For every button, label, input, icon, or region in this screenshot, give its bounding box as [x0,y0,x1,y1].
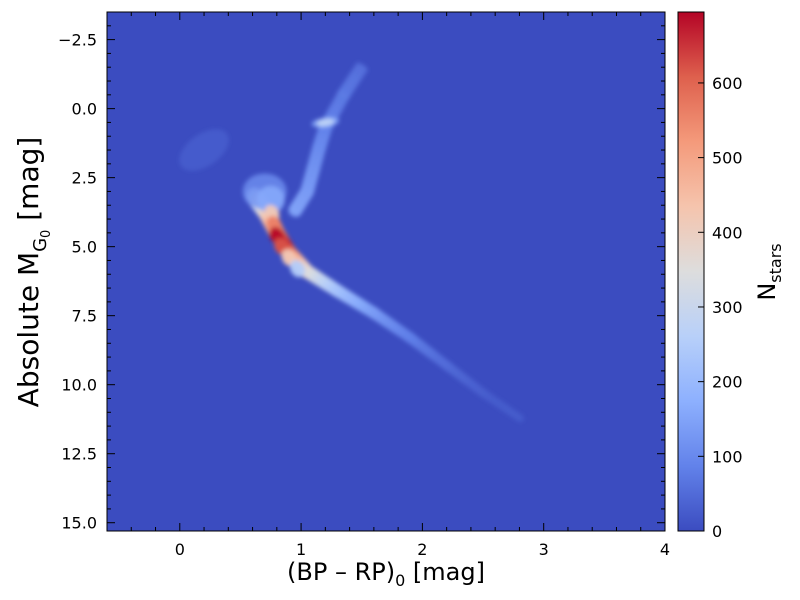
colorbar-title-main: N [753,283,781,301]
x-tick-label: 0 [175,540,185,559]
colorbar: 0 100 200 300 400 500 600 Nstars [677,11,785,541]
x-axis-title-main: (BP – RP) [287,558,395,586]
plot-background [107,12,665,531]
y-axis-title-subsub: 0 [39,230,54,238]
colorbar-title: Nstars [753,243,785,300]
main-sequence-core [289,260,305,278]
y-axis-title: Absolute MG0 [mag] [12,137,54,408]
colorbar-gradient [677,11,705,532]
red-giant-branch-cell [348,73,361,83]
ticks [106,11,666,531]
red-clump-core [316,118,335,127]
plot-area [106,11,666,532]
plot-border [106,11,666,532]
blue-stragglers-halo [179,129,229,171]
x-axis-title: (BP – RP)0 [mag] [287,558,485,590]
y-tick-label: 12.5 [61,445,97,464]
red-giant-branch-cell [333,96,347,107]
y-tick-label: −2.5 [58,31,97,50]
colorbar-tick-label: 500 [712,149,743,168]
red-giant-branch-cell [346,76,359,86]
x-tick-label: 1 [296,540,306,559]
colorbar-title-sub: stars [766,243,785,282]
y-tick-label: 15.0 [61,514,97,533]
colorbar-tick-label: 0 [712,522,722,541]
y-axis-title-unit: [mag] [12,137,45,230]
red-giant-branch-cell [352,68,365,78]
red-giant-branch-cell [342,81,356,92]
subgiant-branch-core [256,185,285,214]
colorbar-tick-label: 400 [712,223,743,242]
x-axis-title-unit: [mag] [405,558,485,586]
colorbar-ticks: 0 100 200 300 400 500 600 [698,74,743,541]
colorbar-tick-label: 300 [712,298,743,317]
y-tick-label: 5.0 [72,238,97,257]
red-giant-branch-cell [335,93,349,103]
y-axis-title-sub: G [30,238,51,252]
plot-frame [106,11,666,532]
x-axis-labels: 0 1 2 3 4 [175,540,670,559]
x-tick-label: 4 [660,540,670,559]
red-giant-branch-cell [353,65,367,75]
y-axis-labels: −2.5 0.0 2.5 5.0 7.5 10.0 12.5 15.0 [58,31,97,533]
y-tick-label: 10.0 [61,376,97,395]
density-layer [179,62,525,423]
y-tick-label: 2.5 [72,169,97,188]
red-giant-branch-cell [355,62,368,72]
y-axis-title-main: Absolute M [12,252,45,407]
x-axis-title-sub: 0 [395,571,405,590]
y-tick-label: 7.5 [72,307,97,326]
y-tick-label: 0.0 [72,100,97,119]
main-sequence-cell [514,413,525,423]
red-giant-branch-cell [350,70,363,81]
red-giant-branch-cell [344,79,357,89]
x-tick-label: 2 [417,540,427,559]
colorbar-tick-label: 200 [712,373,743,392]
x-tick-label: 3 [539,540,549,559]
colorbar-tick-label: 600 [712,74,743,93]
red-giant-branch-cell [331,100,345,110]
colorbar-tick-label: 100 [712,447,743,466]
